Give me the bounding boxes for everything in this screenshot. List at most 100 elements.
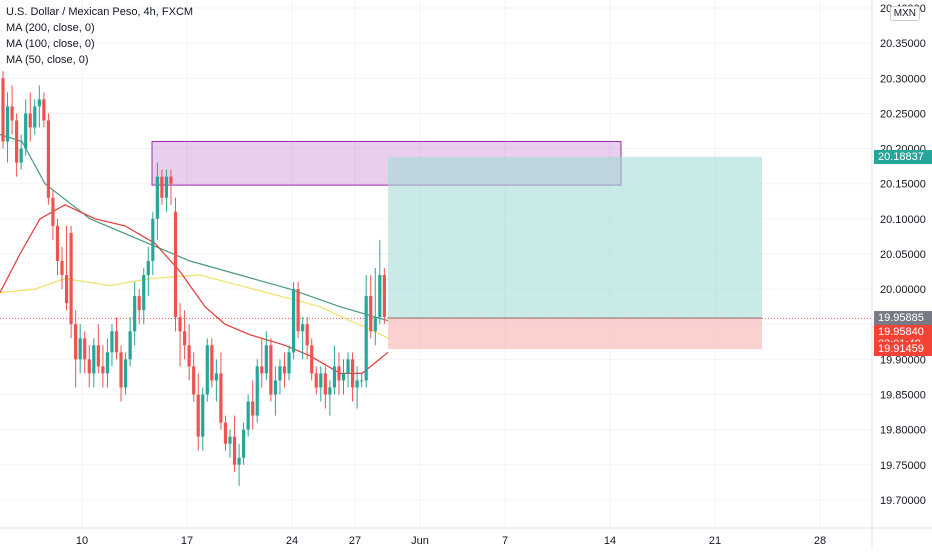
candle-body: [42, 99, 46, 121]
price-tick-label: 19.80000: [880, 425, 926, 437]
target-price-tag: 20.18837: [874, 149, 932, 164]
candle-body: [264, 345, 268, 374]
candle-body: [192, 366, 196, 395]
candle-body: [33, 106, 37, 128]
candle-body: [142, 275, 146, 311]
price-tick-label: 20.35000: [880, 38, 926, 50]
candlesticks: [1, 71, 386, 486]
candle-body: [251, 401, 255, 416]
candle-body: [119, 352, 123, 388]
candle-body: [360, 380, 364, 382]
candle-body: [69, 232, 73, 325]
currency-badge[interactable]: MXN: [889, 6, 920, 21]
time-tick-label: 7: [502, 535, 508, 547]
candle-body: [10, 106, 14, 121]
candle-body: [169, 176, 173, 184]
candle-body: [355, 380, 359, 388]
candle-body: [341, 373, 346, 381]
candle-body: [37, 99, 41, 107]
price-tick-label: 20.15000: [880, 179, 926, 191]
candle-body: [78, 338, 82, 360]
candle-body: [242, 429, 246, 458]
candle-body: [51, 197, 55, 226]
candle-body: [187, 345, 191, 367]
candle-body: [15, 120, 19, 163]
position-zones[interactable]: [0, 141, 872, 350]
candle-body: [92, 345, 96, 374]
candle-body: [223, 422, 228, 444]
candle-body: [310, 345, 314, 374]
candle-body: [373, 317, 377, 332]
legend-ma100[interactable]: MA (100, close, 0): [6, 38, 95, 50]
price-tick-label: 20.00000: [880, 284, 926, 296]
price-tick-label: 20.30000: [880, 73, 926, 85]
candle-body: [287, 352, 291, 374]
candle-body: [114, 331, 119, 353]
candle-body: [183, 331, 187, 346]
price-tick-label: 19.90000: [880, 354, 926, 366]
legend-title: U.S. Dollar / Mexican Peso, 4h, FXCM: [6, 6, 194, 18]
legend-ma200[interactable]: MA (200, close, 0): [6, 22, 95, 34]
price-tick-label: 20.10000: [880, 214, 926, 226]
candle-body: [60, 260, 64, 276]
candle-body: [350, 359, 355, 388]
candle-body: [128, 331, 132, 360]
last-price-tag: 19.95885: [874, 311, 932, 325]
price-tick-label: 20.25000: [880, 108, 926, 120]
chart-legend: U.S. Dollar / Mexican Peso, 4h, FXCM MA …: [6, 4, 193, 68]
candle-body: [278, 366, 282, 381]
stop-price-tag: 19.91459: [874, 342, 932, 357]
candle-body: [196, 394, 200, 437]
time-tick-label: 17: [181, 535, 193, 547]
current-price-value: 19.95840: [878, 326, 924, 339]
candle-body: [19, 148, 23, 163]
time-tick-label: Jun: [411, 535, 429, 547]
candle-body: [110, 331, 114, 353]
time-tick-label: 14: [604, 535, 616, 547]
candle-body: [382, 275, 386, 318]
time-tick-label: 28: [814, 535, 826, 547]
ma200-line: [0, 133, 389, 322]
candle-body: [291, 289, 296, 353]
target-zone: [388, 156, 762, 319]
candle-body: [214, 373, 218, 381]
candle-body: [1, 78, 5, 142]
candle-body: [164, 176, 169, 198]
time-tick-label: 21: [709, 535, 721, 547]
candle-body: [332, 366, 337, 388]
candle-body: [378, 275, 382, 318]
candle-body: [146, 260, 150, 276]
candle-body: [305, 324, 309, 346]
legend-ma50[interactable]: MA (50, close, 0): [6, 54, 89, 66]
candle-body: [205, 345, 209, 395]
candle-body: [246, 401, 250, 430]
candle-body: [123, 359, 128, 388]
candle-body: [101, 366, 105, 374]
candle-body: [173, 211, 178, 318]
price-tick-label: 20.05000: [880, 249, 926, 261]
candle-body: [369, 296, 373, 332]
candle-body: [74, 324, 78, 360]
candle-body: [296, 289, 300, 332]
candle-body: [133, 296, 137, 332]
grid-lines: [0, 0, 872, 528]
candle-body: [160, 176, 164, 198]
price-tick-label: 19.85000: [880, 389, 926, 401]
candle-body: [319, 373, 323, 388]
candle-body: [228, 436, 232, 444]
candle-body: [28, 113, 32, 128]
candle-body: [24, 113, 28, 149]
time-tick-label: 27: [349, 535, 361, 547]
candle-body: [55, 225, 60, 261]
candle-body: [337, 366, 341, 381]
candle-body: [328, 387, 332, 395]
candle-body: [364, 296, 368, 381]
candle-body: [346, 359, 350, 374]
candle-body: [96, 345, 100, 367]
candle-body: [260, 366, 264, 374]
price-tick-label: 19.75000: [880, 460, 926, 472]
candle-body: [105, 352, 110, 374]
time-tick-label: 24: [286, 535, 298, 547]
